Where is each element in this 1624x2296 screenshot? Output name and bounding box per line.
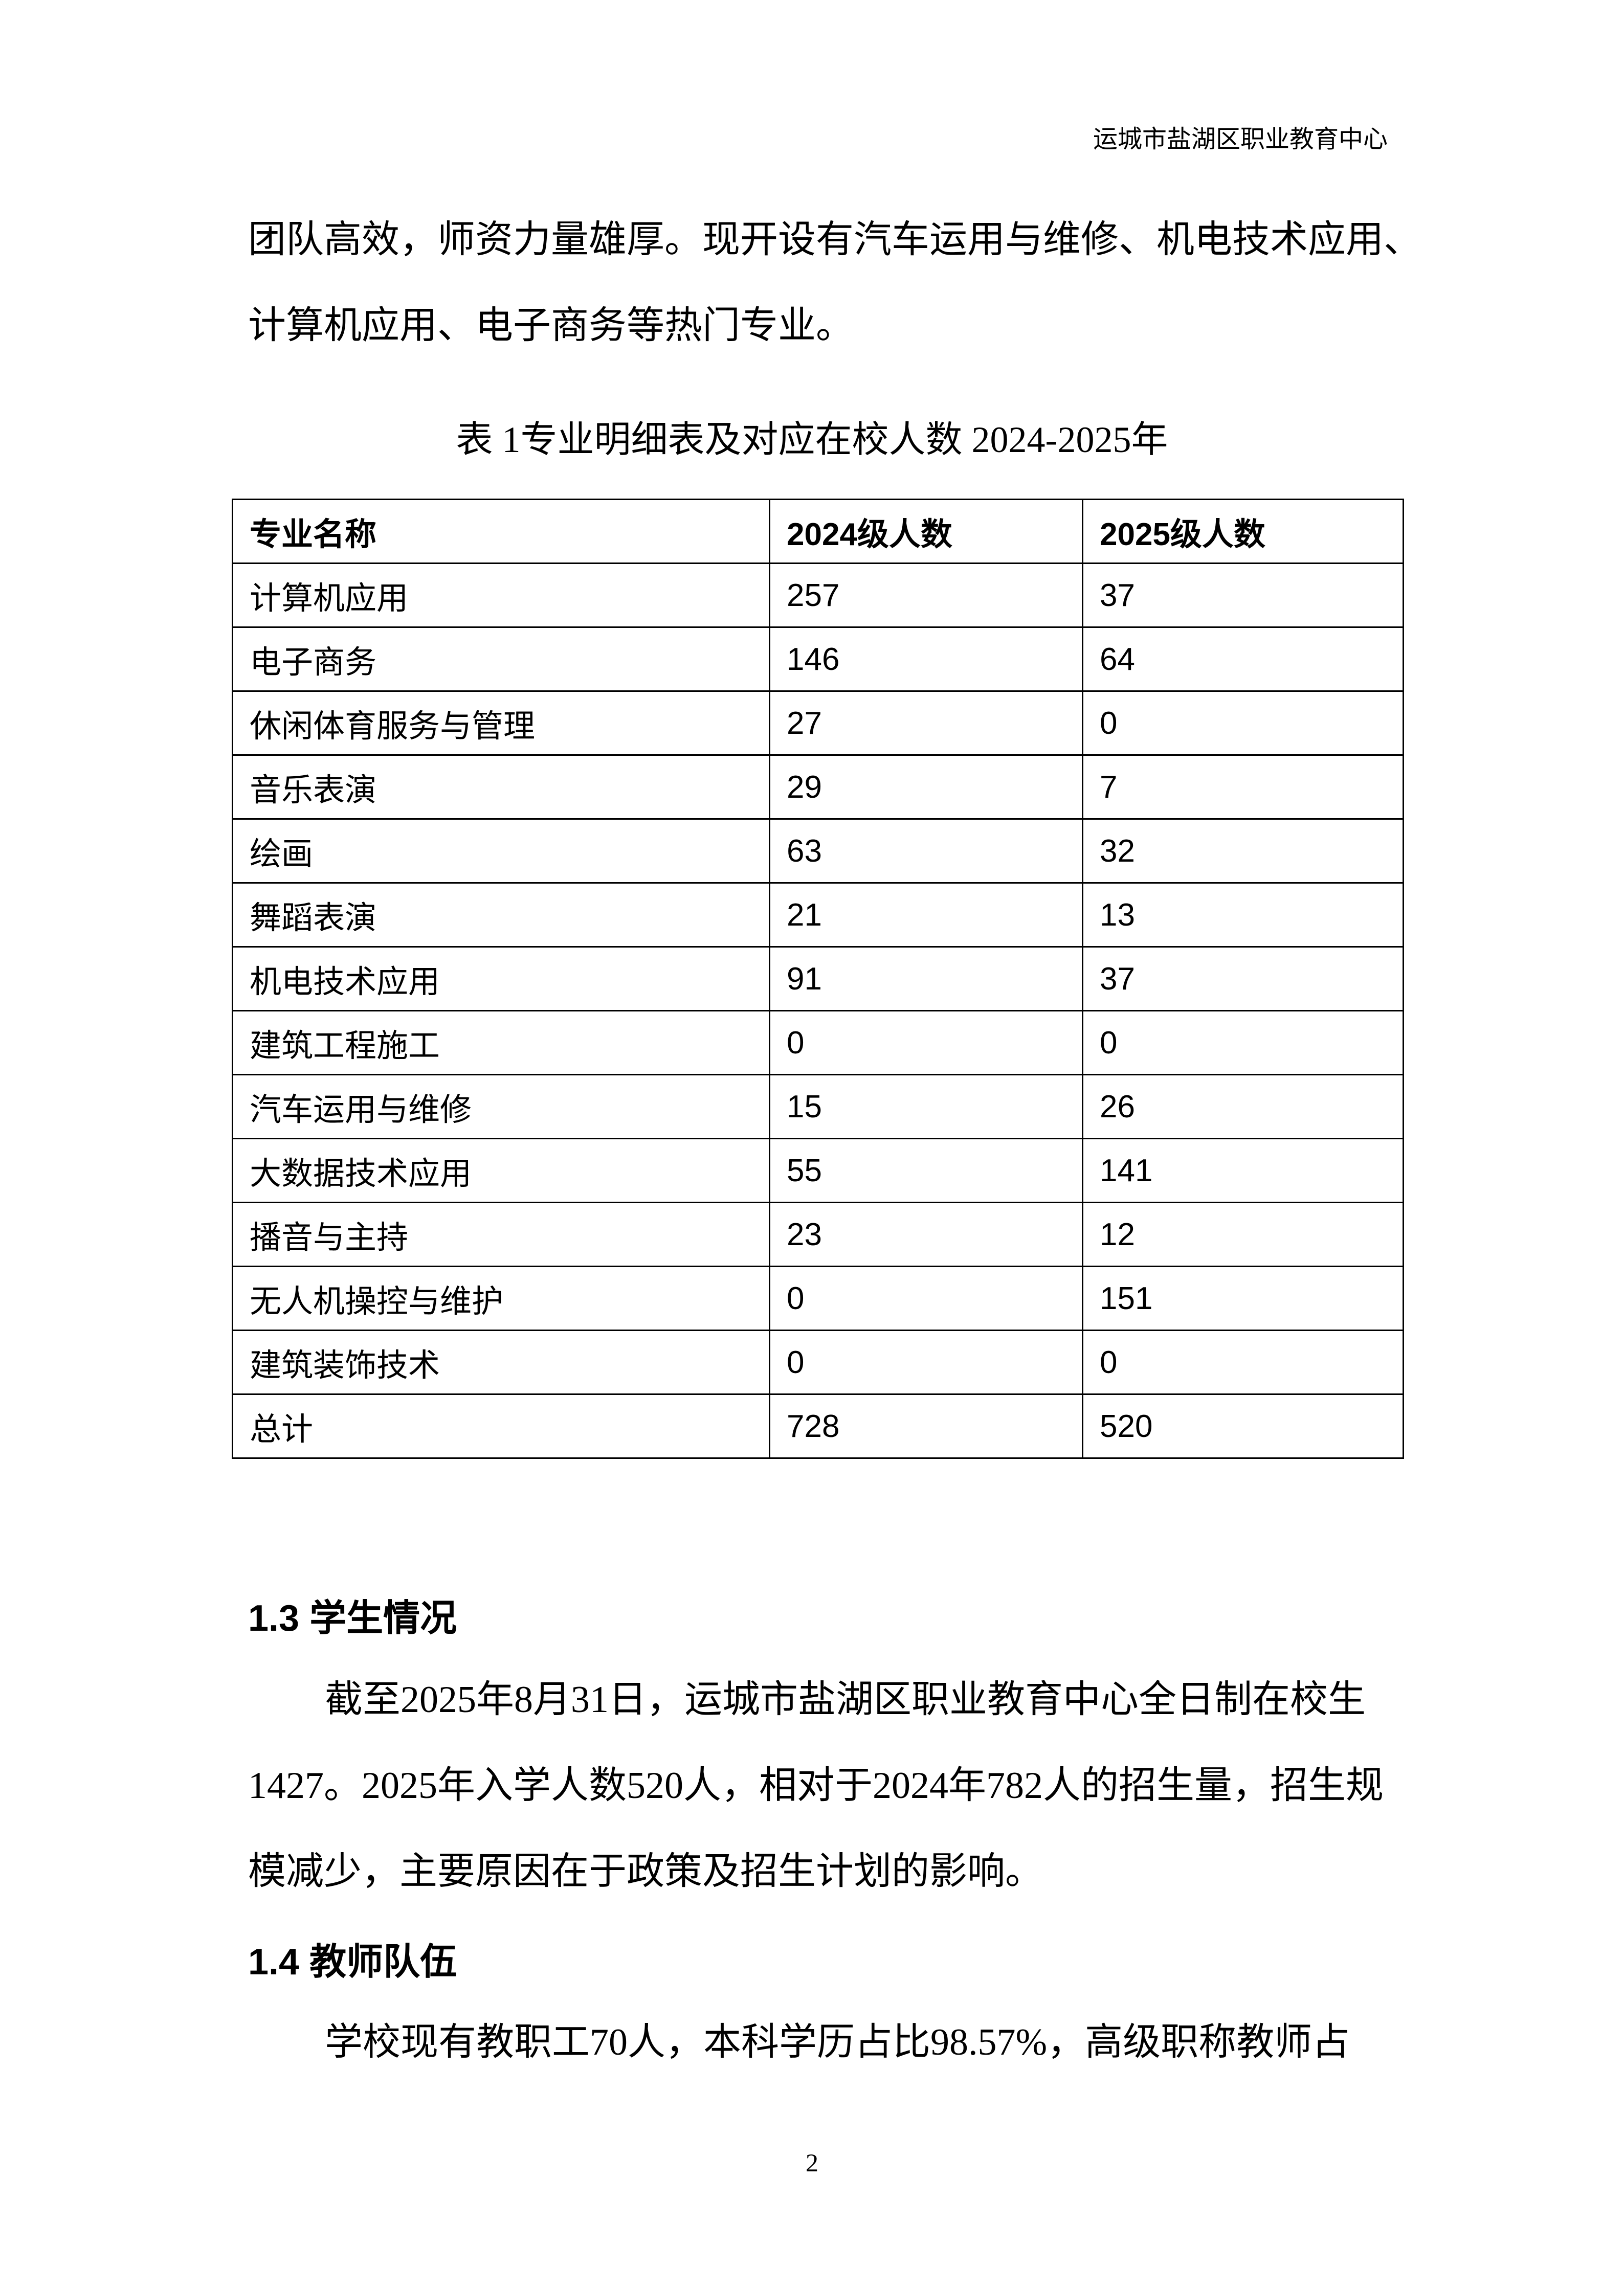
count-2025-cell: 7: [1082, 754, 1404, 820]
count-2025-cell: 32: [1082, 818, 1404, 884]
count-2025-cell: 0: [1082, 1010, 1404, 1075]
major-cell: 绘画: [232, 818, 770, 884]
header-2024: 2024级人数: [769, 499, 1083, 564]
count-2025-cell: 64: [1082, 626, 1404, 692]
count-2024-cell: 146: [769, 626, 1083, 692]
major-cell: 电子商务: [232, 626, 770, 692]
table-row: 舞蹈表演 21 13: [232, 882, 1404, 948]
table-row: 休闲体育服务与管理 27 0: [232, 690, 1404, 756]
major-cell: 休闲体育服务与管理: [232, 690, 770, 756]
count-2025-cell: 151: [1082, 1266, 1404, 1331]
table-row: 绘画 63 32: [232, 818, 1404, 884]
major-cell: 建筑工程施工: [232, 1010, 770, 1075]
table-row: 音乐表演 29 7: [232, 754, 1404, 820]
major-enrollment-table: 专业名称 2024级人数 2025级人数 计算机应用 257 37 电子商务 146 64…: [232, 499, 1404, 1459]
major-cell: 播音与主持: [232, 1202, 770, 1267]
major-cell: 无人机操控与维护: [232, 1266, 770, 1331]
count-2025-cell: 12: [1082, 1202, 1404, 1267]
section-heading-1-3: 1.3 学生情况: [248, 1598, 457, 1639]
table-header-row: 专业名称 2024级人数 2025级人数: [232, 499, 1404, 564]
table-caption: 表 1专业明细表及对应在校人数 2024-2025年: [456, 419, 1168, 460]
header-2025: 2025级人数: [1082, 499, 1404, 564]
major-cell: 计算机应用: [232, 562, 770, 628]
count-2024-cell: 15: [769, 1074, 1083, 1139]
count-2024-cell: 29: [769, 754, 1083, 820]
count-2025-cell: 520: [1082, 1393, 1404, 1459]
count-2025-cell: 0: [1082, 1330, 1404, 1395]
count-2025-cell: 13: [1082, 882, 1404, 948]
intro-line: 计算机应用、电子商务等热门专业。: [248, 305, 854, 347]
table-row: 计算机应用 257 37: [232, 562, 1404, 628]
page-header: 运城市盐湖区职业教育中心: [1093, 126, 1388, 153]
table-row: 汽车运用与维修 15 26: [232, 1074, 1404, 1139]
intro-line: 团队高效，师资力量雄厚。现开设有汽车运用与维修、机电技术应用、: [248, 219, 1421, 261]
table-row: 机电技术应用 91 37: [232, 946, 1404, 1011]
intro-paragraph: 团队高效，师资力量雄厚。现开设有汽车运用与维修、机电技术应用、 计算机应用、电子…: [248, 197, 1421, 369]
count-2024-cell: 23: [769, 1202, 1083, 1267]
section-1-3-paragraph: 截至2025年8月31日，运城市盐湖区职业教育中心全日制在校生1427。2025…: [248, 1679, 1384, 1893]
major-cell: 舞蹈表演: [232, 882, 770, 948]
section-heading-1-4: 1.4 教师队伍: [248, 1942, 457, 1983]
count-2025-cell: 26: [1082, 1074, 1404, 1139]
count-2024-cell: 728: [769, 1393, 1083, 1459]
major-cell: 汽车运用与维修: [232, 1074, 770, 1139]
count-2024-cell: 0: [769, 1330, 1083, 1395]
count-2025-cell: 0: [1082, 690, 1404, 756]
count-2024-cell: 257: [769, 562, 1083, 628]
count-2024-cell: 63: [769, 818, 1083, 884]
major-cell: 建筑装饰技术: [232, 1330, 770, 1395]
count-2024-cell: 21: [769, 882, 1083, 948]
table-row: 电子商务 146 64: [232, 626, 1404, 692]
count-2024-cell: 27: [769, 690, 1083, 756]
count-2024-cell: 0: [769, 1266, 1083, 1331]
table-row: 大数据技术应用 55 141: [232, 1138, 1404, 1203]
count-2024-cell: 55: [769, 1138, 1083, 1203]
header-major: 专业名称: [232, 499, 770, 564]
section-1-4-paragraph: 学校现有教职工70人，本科学历占比98.57%，高级职称教师占: [325, 2021, 1350, 2063]
page-number: 2: [806, 2148, 818, 2177]
count-2025-cell: 37: [1082, 562, 1404, 628]
count-2024-cell: 91: [769, 946, 1083, 1011]
major-cell: 机电技术应用: [232, 946, 770, 1011]
count-2025-cell: 37: [1082, 946, 1404, 1011]
table-row: 建筑工程施工 0 0: [232, 1010, 1404, 1075]
table-row: 播音与主持 23 12: [232, 1202, 1404, 1267]
major-cell: 大数据技术应用: [232, 1138, 770, 1203]
count-2025-cell: 141: [1082, 1138, 1404, 1203]
table-row: 总计 728 520: [232, 1393, 1404, 1459]
table-row: 无人机操控与维护 0 151: [232, 1266, 1404, 1331]
major-cell: 总计: [232, 1393, 770, 1459]
table-row: 建筑装饰技术 0 0: [232, 1330, 1404, 1395]
major-cell: 音乐表演: [232, 754, 770, 820]
count-2024-cell: 0: [769, 1010, 1083, 1075]
